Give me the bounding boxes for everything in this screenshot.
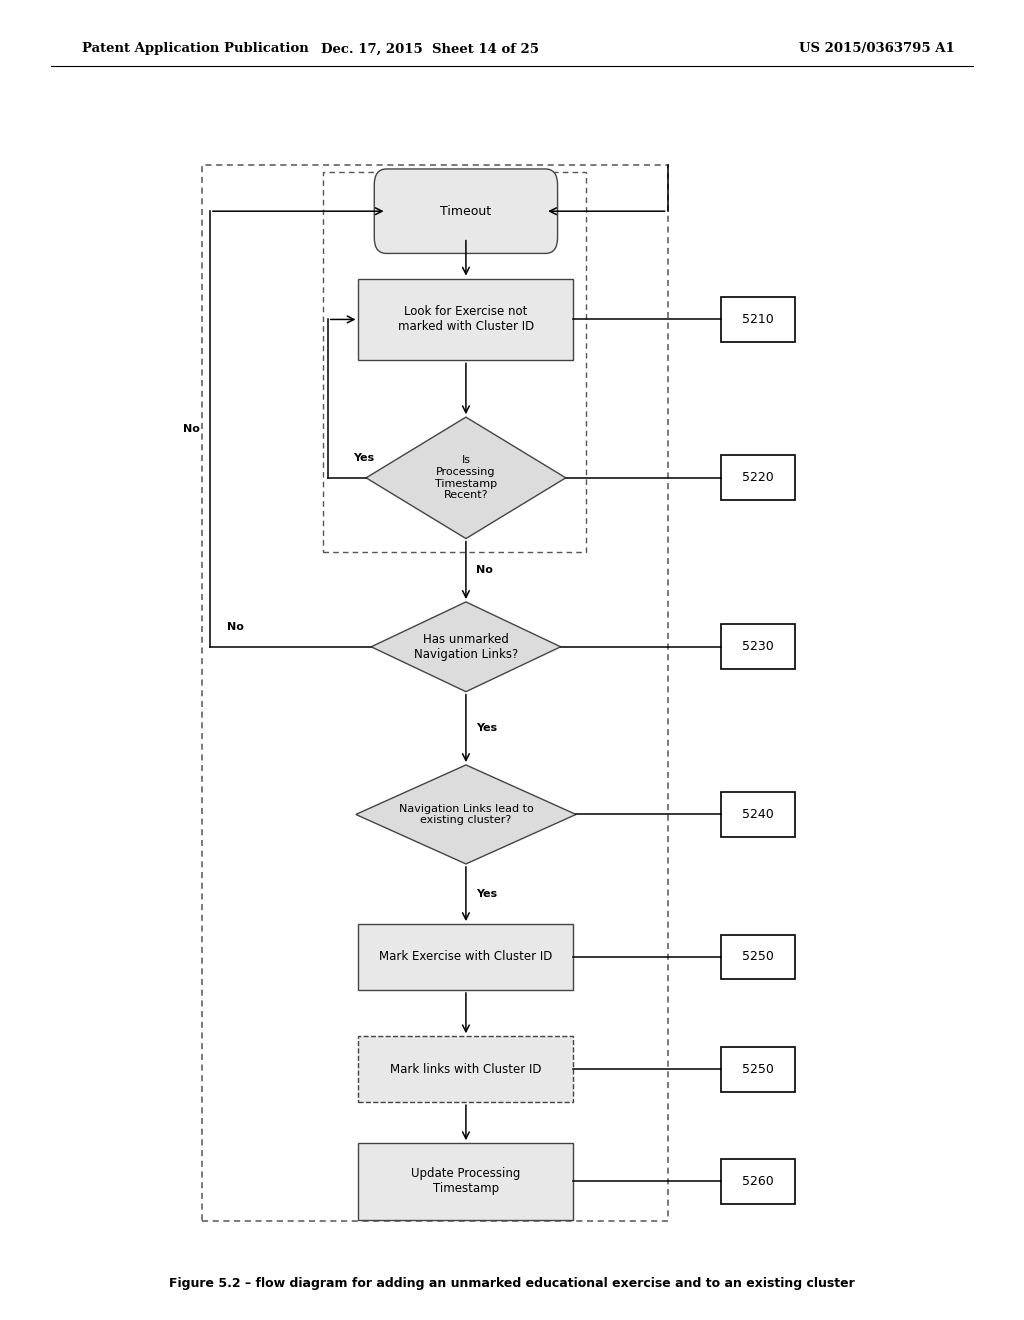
Text: Dec. 17, 2015  Sheet 14 of 25: Dec. 17, 2015 Sheet 14 of 25 [322, 42, 539, 55]
Text: 5220: 5220 [741, 471, 774, 484]
Text: 5210: 5210 [741, 313, 774, 326]
Text: 5230: 5230 [741, 640, 774, 653]
Bar [721, 455, 795, 500]
Text: Mark links with Cluster ID: Mark links with Cluster ID [390, 1063, 542, 1076]
Bar [721, 624, 795, 669]
Text: Look for Exercise not
marked with Cluster ID: Look for Exercise not marked with Cluste… [397, 305, 535, 334]
Text: 5250: 5250 [741, 950, 774, 964]
Text: Has unmarked
Navigation Links?: Has unmarked Navigation Links? [414, 632, 518, 661]
Text: Yes: Yes [476, 723, 497, 734]
FancyBboxPatch shape [358, 279, 573, 360]
Text: No: No [227, 622, 244, 632]
Text: Figure 5.2 – flow diagram for adding an unmarked educational exercise and to an : Figure 5.2 – flow diagram for adding an … [169, 1276, 855, 1290]
Text: No: No [183, 424, 200, 434]
Text: Mark Exercise with Cluster ID: Mark Exercise with Cluster ID [379, 950, 553, 964]
Bar [721, 297, 795, 342]
Polygon shape [367, 417, 565, 539]
Polygon shape [356, 766, 575, 863]
Text: Is
Processing
Timestamp
Recent?: Is Processing Timestamp Recent? [435, 455, 497, 500]
FancyBboxPatch shape [358, 924, 573, 990]
Bar [721, 1159, 795, 1204]
Text: Navigation Links lead to
existing cluster?: Navigation Links lead to existing cluste… [398, 804, 534, 825]
Text: US 2015/0363795 A1: US 2015/0363795 A1 [799, 42, 954, 55]
Bar [202, 165, 668, 1221]
Bar [721, 792, 795, 837]
Bar [721, 935, 795, 979]
Text: Yes: Yes [353, 453, 374, 463]
Bar [323, 172, 586, 552]
Text: Update Processing
Timestamp: Update Processing Timestamp [412, 1167, 520, 1196]
Bar [721, 1047, 795, 1092]
FancyBboxPatch shape [375, 169, 557, 253]
Polygon shape [372, 602, 561, 692]
Text: 5250: 5250 [741, 1063, 774, 1076]
FancyBboxPatch shape [358, 1143, 573, 1220]
Text: No: No [476, 565, 493, 576]
Text: Yes: Yes [476, 888, 497, 899]
Text: Timeout: Timeout [440, 205, 492, 218]
Text: 5260: 5260 [741, 1175, 774, 1188]
Text: Patent Application Publication: Patent Application Publication [82, 42, 308, 55]
FancyBboxPatch shape [358, 1036, 573, 1102]
Text: 5240: 5240 [741, 808, 774, 821]
